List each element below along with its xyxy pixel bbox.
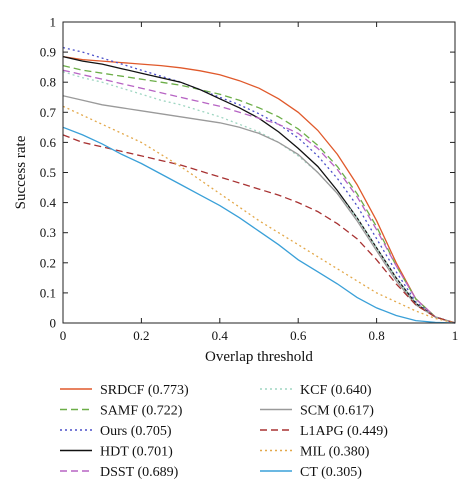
legend-label: SRDCF (0.773) <box>100 383 189 398</box>
y-tick-label: 0.9 <box>40 45 56 60</box>
x-tick-label: 0.6 <box>290 328 307 343</box>
legend-label: SAMF (0.722) <box>100 404 183 419</box>
series-line-5 <box>62 71 456 324</box>
legend-item-7: L1APG (0.449) <box>260 424 388 439</box>
y-tick-label: 0.5 <box>40 165 56 180</box>
legend-item-6: SCM (0.617) <box>260 404 374 419</box>
y-tick-label: 0.7 <box>40 105 57 120</box>
legend-item-1: SAMF (0.722) <box>60 404 183 419</box>
legend-item-4: DSST (0.689) <box>60 465 179 480</box>
y-tick-label: 1 <box>50 15 57 30</box>
x-tick-label: 0 <box>60 328 67 343</box>
x-tick-label: 1 <box>452 328 459 343</box>
series-line-6 <box>62 95 456 324</box>
x-tick-label: 0.2 <box>133 328 149 343</box>
x-tick-label: 0.8 <box>368 328 384 343</box>
series-line-0 <box>62 55 456 324</box>
y-tick-label: 0 <box>50 316 57 331</box>
y-tick-label: 0.4 <box>40 195 57 210</box>
legend-label: Ours (0.705) <box>100 424 172 439</box>
y-axis-label: Success rate <box>13 135 29 209</box>
legend-label: KCF (0.640) <box>300 383 372 398</box>
series-layer <box>62 46 456 324</box>
legend-item-5: KCF (0.640) <box>260 383 372 398</box>
series-line-8 <box>62 105 456 324</box>
legend-label: MIL (0.380) <box>300 445 370 460</box>
legend-label: CT (0.305) <box>300 465 362 480</box>
series-line-7 <box>62 134 456 324</box>
legend-label: DSST (0.689) <box>100 465 179 480</box>
y-ticks: 0 0.1 0.2 0.3 0.4 0.5 0.6 0.7 0.8 0.9 1 <box>40 15 455 331</box>
x-tick-label: 0.4 <box>212 328 229 343</box>
series-line-9 <box>62 126 456 324</box>
legend-item-0: SRDCF (0.773) <box>60 383 189 398</box>
legend-label: HDT (0.701) <box>100 445 173 460</box>
legend-label: L1APG (0.449) <box>300 424 388 439</box>
x-axis-label: Overlap threshold <box>205 349 313 365</box>
series-line-1 <box>62 64 456 324</box>
y-tick-label: 0.3 <box>40 225 56 240</box>
legend-item-8: MIL (0.380) <box>260 445 370 460</box>
series-line-3 <box>62 55 456 324</box>
legend-item-2: Ours (0.705) <box>60 424 172 439</box>
series-line-4 <box>62 69 456 324</box>
plot-area: 0 0.2 0.4 0.6 0.8 1 0 0.1 0.2 0.3 0.4 0.5 0.6 0.7 0.8… <box>40 15 459 344</box>
legend: SRDCF (0.773) SAMF (0.722) Ours (0.705) HDT… <box>60 383 388 480</box>
y-tick-label: 0.8 <box>40 75 56 90</box>
y-tick-label: 0.2 <box>40 255 56 270</box>
legend-label: SCM (0.617) <box>300 404 374 419</box>
x-ticks: 0 0.2 0.4 0.6 0.8 1 <box>60 22 459 343</box>
legend-item-3: HDT (0.701) <box>60 445 173 460</box>
legend-item-9: CT (0.305) <box>260 465 362 480</box>
y-tick-label: 0.6 <box>40 135 57 150</box>
y-tick-label: 0.1 <box>40 285 56 300</box>
